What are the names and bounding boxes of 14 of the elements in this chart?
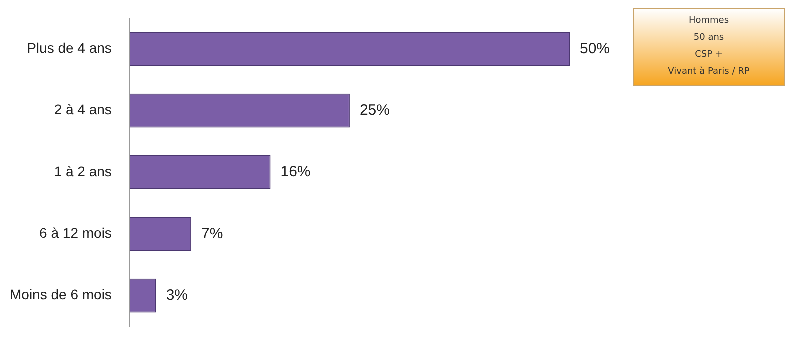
y-tick-label: 6 à 12 mois (40, 225, 112, 241)
y-tick-label: 2 à 4 ans (54, 102, 112, 118)
data-label: 16% (280, 164, 311, 181)
text: Vivant à Paris / RP (667, 66, 751, 79)
data-label: 50% (580, 40, 610, 58)
data-label: 7% (202, 225, 224, 242)
text: CSP + (694, 49, 724, 62)
data-label: 3% (166, 286, 188, 304)
y-tick-label: Moins de 6 mois (10, 286, 112, 303)
text: 50 ans (692, 32, 726, 45)
text: Hommes (688, 15, 730, 28)
data-label: 25% (360, 102, 390, 119)
y-tick-label: Plus de 4 ans (27, 40, 112, 56)
y-tick-label: 1 à 2 ans (54, 163, 112, 180)
